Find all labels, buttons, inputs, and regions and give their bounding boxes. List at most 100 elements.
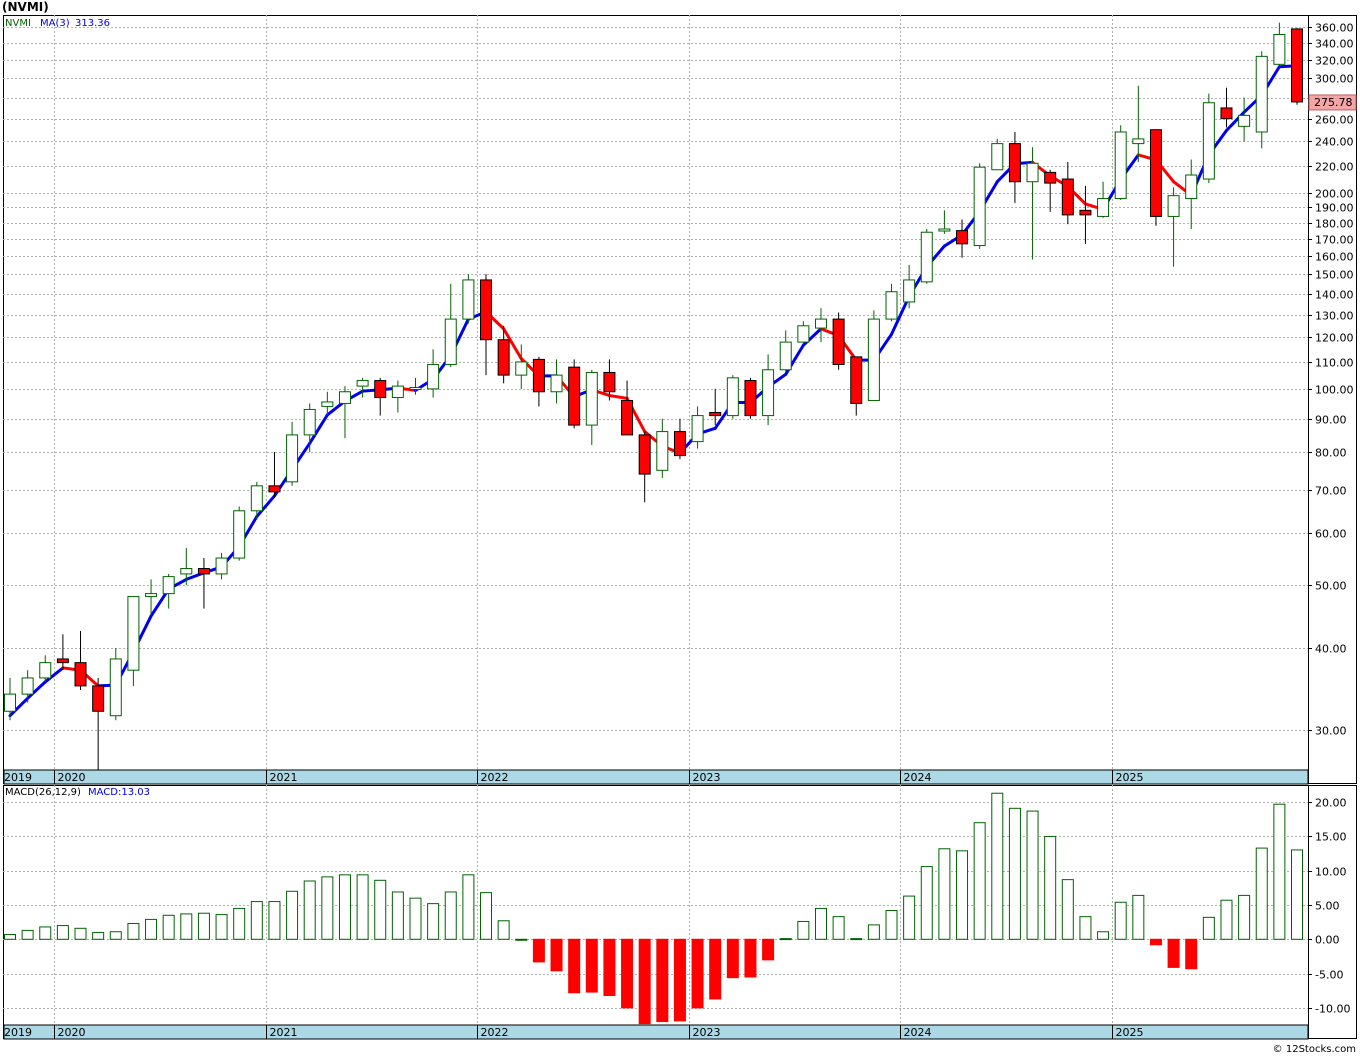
candle [673, 418, 686, 460]
ma-segment [890, 294, 911, 336]
candle [233, 506, 246, 561]
macd-bar [1079, 916, 1092, 940]
macd-bar [4, 933, 16, 940]
macd-bar [286, 890, 299, 940]
candle-body [427, 364, 440, 390]
candle-body [568, 366, 581, 426]
price-tick-label: 140.00 [1315, 289, 1354, 302]
candle [109, 648, 122, 721]
candle [603, 359, 616, 401]
macd-x-tick-label: 2022 [481, 1026, 509, 1039]
macd-bar [480, 892, 493, 940]
candle-body [585, 371, 598, 426]
candle-body [162, 576, 175, 595]
macd-bar [1061, 879, 1074, 940]
candle-body [779, 341, 792, 371]
candle [903, 264, 916, 309]
price-tick-label: 130.00 [1315, 310, 1354, 323]
macd-bar [374, 879, 387, 940]
price-tick-label: 80.00 [1315, 447, 1347, 460]
candle-body [4, 693, 16, 712]
macd-bar [991, 792, 1004, 940]
candle-body [1291, 28, 1303, 103]
candle [215, 552, 228, 580]
macd-bar [973, 822, 986, 940]
candle-body [1061, 178, 1074, 216]
price-tick-label: 50.00 [1315, 580, 1347, 593]
macd-bar [127, 923, 140, 940]
ma-segment [308, 413, 329, 445]
candle-body [1008, 143, 1021, 183]
macd-bar [1114, 901, 1127, 940]
macd-bar [1132, 894, 1145, 940]
price-tick-label: 100.00 [1315, 384, 1354, 397]
ma-segment [43, 666, 65, 684]
candle [356, 377, 369, 398]
candle-body [991, 143, 1004, 171]
candle-body [814, 318, 827, 329]
candle-body [1167, 195, 1180, 217]
macd-bar [938, 848, 951, 940]
macd-bar [885, 909, 898, 940]
candle [779, 330, 792, 373]
price-tick-label: 70.00 [1315, 485, 1347, 498]
price-legend: NVMI MA(3) 313.36 [5, 18, 110, 29]
candle-body [92, 685, 105, 712]
macd-bar [391, 891, 404, 940]
macd-bar [762, 938, 775, 961]
macd-bar [180, 913, 193, 940]
macd-tick-label: -10.00 [1315, 1003, 1350, 1016]
macd-bar [1255, 847, 1268, 940]
macd-bar [21, 929, 34, 940]
price-x-axis-band [3, 769, 1309, 785]
candle-body [903, 279, 916, 303]
macd-y-axis: 20.00 15.00 10.00 5.00 0.00 -5.00 -10.00 [1308, 785, 1350, 1039]
macd-bar [444, 891, 457, 940]
candle-body [338, 391, 351, 404]
macd-bar [268, 901, 281, 940]
macd-x-tick-label: 2023 [693, 1026, 721, 1039]
macd-bar [56, 925, 69, 940]
candle-body [480, 279, 493, 341]
price-tick-label: 120.00 [1315, 332, 1354, 345]
macd-bar [638, 938, 651, 1025]
candle-body [303, 408, 316, 436]
price-tick-label: 90.00 [1315, 414, 1347, 427]
candle-body [973, 166, 986, 247]
macd-bar [197, 912, 210, 940]
price-grid [3, 15, 1357, 1039]
macd-bar [779, 938, 792, 941]
macd-bar [903, 895, 916, 940]
candle [973, 163, 986, 249]
candle-body [127, 596, 140, 671]
candle-body [233, 510, 246, 559]
price-y-axis: 360.00340.00320.00300.00280.00260.00240.… [1308, 15, 1354, 784]
candle-body [1220, 107, 1233, 120]
candle [920, 228, 933, 284]
macd-bar [814, 907, 827, 940]
price-x-tick-label: 2024 [904, 771, 932, 784]
candle [127, 596, 140, 686]
macd-bar [1026, 810, 1039, 940]
candle-body [1238, 114, 1251, 127]
macd-bar [109, 931, 122, 940]
chart-title: (NVMI) [2, 0, 49, 14]
candle-body [1255, 55, 1268, 133]
price-tick-label: 40.00 [1315, 643, 1347, 656]
candle-body [180, 568, 193, 575]
macd-bar [691, 938, 704, 1009]
candle [938, 210, 951, 234]
candle [1061, 162, 1074, 225]
candle-body [797, 325, 810, 343]
candle-body [391, 385, 404, 399]
candle [162, 573, 175, 609]
macd-tick-label: -5.00 [1315, 969, 1343, 982]
macd-legend-label: MACD(26,12,9) [5, 787, 81, 798]
macd-tick-label: 15.00 [1315, 831, 1347, 844]
candle-body [197, 568, 210, 575]
candle-body [532, 358, 545, 393]
price-tick-label: 300.00 [1315, 73, 1354, 86]
macd-bar [797, 920, 810, 940]
candle [180, 547, 193, 586]
candle [497, 325, 510, 384]
